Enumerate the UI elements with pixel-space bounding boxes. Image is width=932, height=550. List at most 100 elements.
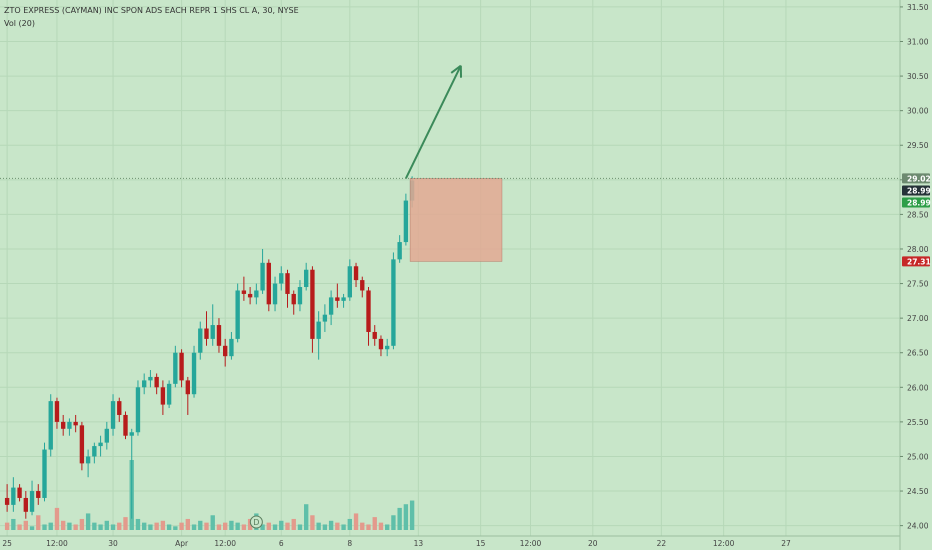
chart-legend: ZTO EXPRESS (CAYMAN) INC SPON ADS EACH R… xyxy=(4,4,299,30)
candle-body xyxy=(160,387,166,405)
volume-bar xyxy=(148,524,153,530)
time-tick-label: Apr xyxy=(175,539,189,548)
candle-body xyxy=(179,352,184,381)
candle-body xyxy=(216,325,222,346)
trend-arrow xyxy=(404,65,462,179)
time-tick-label: 8 xyxy=(347,539,352,548)
candle-body xyxy=(36,491,41,498)
volume-bar xyxy=(29,526,35,530)
volume-bar xyxy=(85,513,91,530)
candle-body xyxy=(254,290,259,298)
price-tick-label: 27.00 xyxy=(907,314,929,323)
candle-body xyxy=(17,487,22,498)
candle-body xyxy=(247,293,253,298)
candle-body xyxy=(266,262,271,305)
volume-bar xyxy=(179,522,184,530)
volume-bar xyxy=(42,524,47,530)
volume-bar xyxy=(291,518,296,530)
volume-bar xyxy=(241,524,247,530)
candle-body xyxy=(272,283,278,305)
volume-bar xyxy=(110,524,116,530)
volume-bar xyxy=(316,522,321,530)
candle-body xyxy=(347,266,352,298)
candle-body xyxy=(173,352,178,384)
candle-body xyxy=(328,297,334,315)
volume-bar xyxy=(210,515,215,530)
candle-body xyxy=(291,293,296,305)
volume-bar xyxy=(279,520,284,530)
volume-bar xyxy=(61,520,66,530)
volume-bar xyxy=(260,524,265,530)
volume-bar xyxy=(36,515,41,530)
time-axis[interactable]: 25 12:00 30 Apr 12:00 6 8 13 15 12:00 20 22 12:00 27 xyxy=(0,535,900,548)
volume-bar xyxy=(297,524,303,530)
volume-bar xyxy=(79,518,85,530)
volume-bar xyxy=(385,524,390,530)
last-price-badge-bg xyxy=(902,173,930,184)
price-tick-label: 25.50 xyxy=(907,418,929,427)
volume-bar xyxy=(310,515,315,530)
arrow-head xyxy=(450,64,462,74)
time-tick-label: 6 xyxy=(279,539,284,548)
time-tick-label: 27 xyxy=(781,539,791,548)
volume-bar xyxy=(366,524,371,530)
candle-body xyxy=(98,442,103,447)
candle-body xyxy=(235,290,240,339)
price-tick-label: 25.00 xyxy=(907,452,929,461)
volume-series xyxy=(4,460,415,530)
dividend-marker-label: D xyxy=(253,518,259,527)
volume-bar xyxy=(54,507,60,530)
candle-body xyxy=(372,331,377,339)
volume-bar xyxy=(73,524,78,530)
candle-body xyxy=(223,345,228,357)
volume-bar xyxy=(104,520,109,530)
volume-bar xyxy=(347,518,352,530)
volume-bar xyxy=(223,522,228,530)
price-tick-label: 27.50 xyxy=(907,280,929,289)
candle-body xyxy=(210,325,215,339)
price-tick-label: 24.00 xyxy=(907,522,929,531)
volume-bar xyxy=(235,522,240,530)
volume-bar xyxy=(48,522,53,530)
candle-body xyxy=(48,401,53,450)
candle-body xyxy=(316,321,321,339)
candle-body xyxy=(154,376,159,388)
volume-bar xyxy=(328,520,334,530)
volume-indicator-label[interactable]: Vol (20) xyxy=(4,19,35,28)
volume-bar xyxy=(272,524,278,530)
volume-bar xyxy=(117,522,122,530)
candle-body xyxy=(23,497,28,512)
time-tick-label: 13 xyxy=(414,539,424,548)
current-price-badge-bg xyxy=(902,185,930,196)
price-axis[interactable]: 31.5031.0030.5030.0029.5029.0028.5028.00… xyxy=(899,0,932,550)
volume-bar xyxy=(360,522,365,530)
candle-body xyxy=(378,338,384,350)
volume-bar xyxy=(322,524,328,530)
candle-body xyxy=(29,491,35,512)
price-tick-label: 30.50 xyxy=(907,72,929,81)
symbol-title[interactable]: ZTO EXPRESS (CAYMAN) INC SPON ADS EACH R… xyxy=(4,6,299,15)
volume-bar xyxy=(198,520,203,530)
candle-body xyxy=(397,242,402,260)
candle-body xyxy=(360,280,365,291)
candle-body xyxy=(285,273,290,294)
drawing-annotations[interactable]: D xyxy=(0,64,900,529)
candle-body xyxy=(79,425,85,464)
price-tick-label: 26.50 xyxy=(907,349,929,358)
candle-body xyxy=(110,401,116,429)
candle-body xyxy=(54,401,60,422)
candle-body xyxy=(322,314,328,322)
volume-bar xyxy=(4,522,10,530)
candle-body xyxy=(229,338,234,357)
volume-bar xyxy=(160,520,166,530)
candle-body xyxy=(117,401,122,415)
stop-price-badge: 27.31 xyxy=(907,257,931,266)
volume-bar xyxy=(304,504,309,530)
price-tick-label: 30.00 xyxy=(907,107,929,116)
volume-bar xyxy=(67,522,72,530)
volume-bar xyxy=(229,520,234,530)
time-tick-label: 12:00 xyxy=(214,539,236,548)
candle-body xyxy=(67,421,72,429)
chart-grid xyxy=(0,0,900,536)
